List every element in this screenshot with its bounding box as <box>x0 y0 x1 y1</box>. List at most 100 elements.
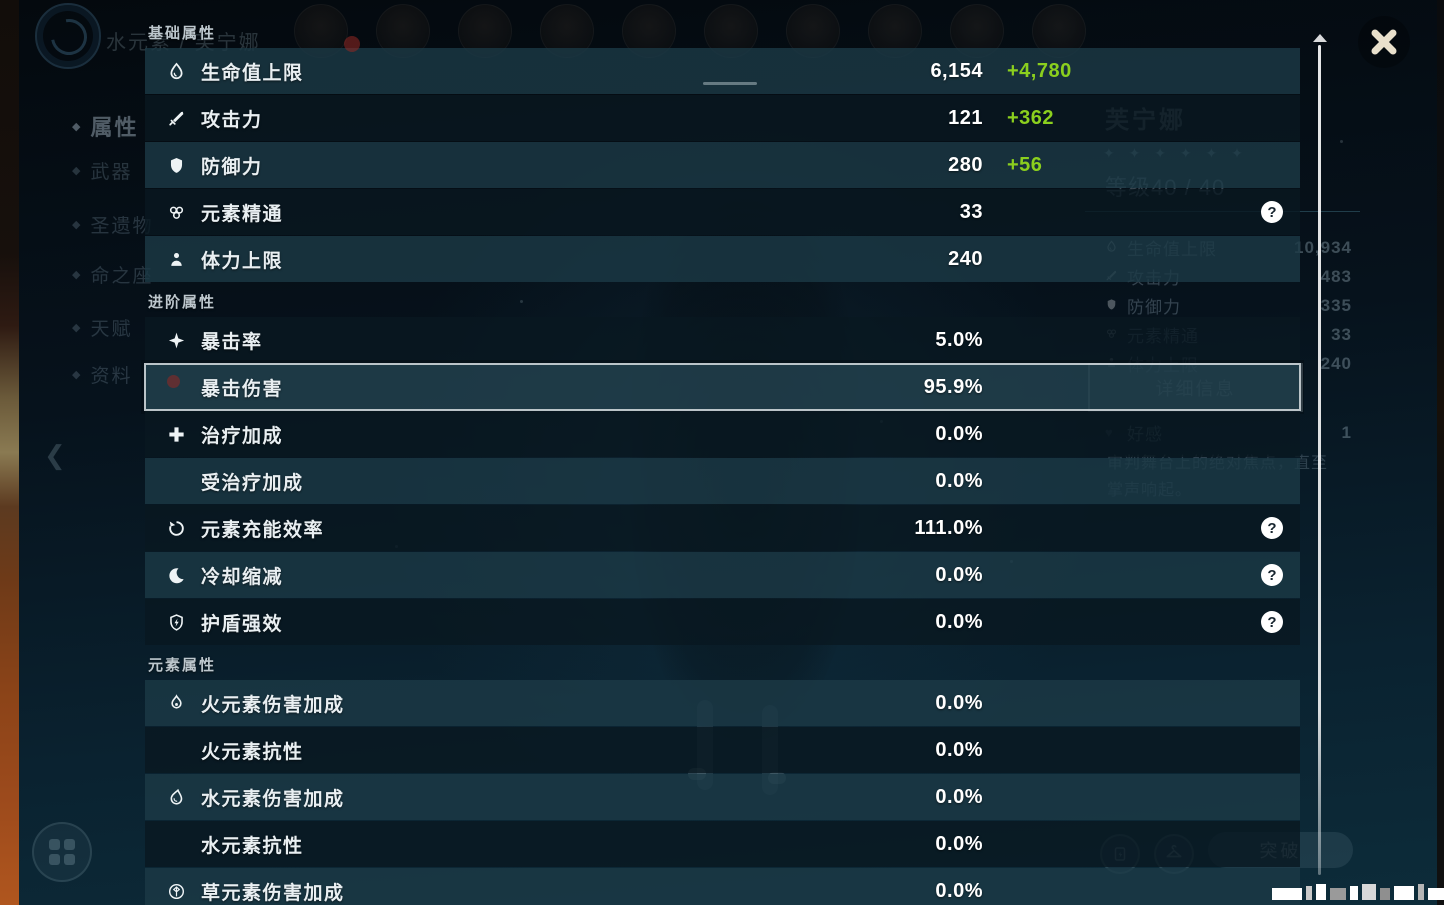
stat-label: 防御力 <box>201 156 263 178</box>
profile-notification-badge <box>167 375 180 388</box>
hydro-icon <box>167 788 201 807</box>
stat-row[interactable]: 水元素抗性 0.0% <box>145 821 1300 867</box>
help-icon[interactable]: ? <box>1261 611 1283 633</box>
stat-bonus: +56 <box>1007 153 1043 176</box>
close-icon <box>1371 29 1397 55</box>
sidebar-item-attributes: ◆ 属性 <box>72 110 138 142</box>
section-header: 进阶属性 <box>148 294 217 311</box>
stat-value: 0.0% <box>935 610 983 633</box>
diamond-bullet-icon: ◆ <box>72 165 83 177</box>
stat-label: 草元素伤害加成 <box>201 882 345 904</box>
stat-value: 0.0% <box>935 422 983 445</box>
help-icon[interactable]: ? <box>1261 564 1283 586</box>
help-icon[interactable]: ? <box>1261 517 1283 539</box>
stat-row-extra <box>983 680 1300 726</box>
elemental-mastery-icon <box>167 203 201 222</box>
stat-row-extra: ? <box>983 552 1300 598</box>
summary-stat-value: 240 <box>1320 353 1352 373</box>
sidebar-item-label: 圣遗物 <box>90 216 154 237</box>
close-button[interactable] <box>1358 16 1410 68</box>
stat-row[interactable]: 水元素伤害加成 0.0% <box>145 774 1300 820</box>
stat-label: 暴击率 <box>201 331 263 353</box>
stat-row-extra <box>983 236 1300 282</box>
section-header: 基础属性 <box>148 25 217 42</box>
current-avatar-indicator <box>703 82 757 85</box>
stat-row[interactable]: 护盾强效 0.0%? <box>145 599 1300 645</box>
stat-row-extra <box>983 727 1300 773</box>
stat-row[interactable]: 防御力 280 +56 <box>145 142 1300 188</box>
sidebar-item-weapon: ◆ 武器 <box>72 157 132 184</box>
diamond-bullet-icon: ◆ <box>72 120 83 133</box>
desktop-edge-strip-left <box>0 0 19 905</box>
censor-block <box>1330 888 1346 900</box>
stat-bonus: +4,780 <box>1007 59 1072 82</box>
sidebar-item-label: 命之座 <box>90 266 154 287</box>
healing-icon <box>167 425 201 444</box>
friendship-value: 1 <box>1341 422 1352 442</box>
stat-row[interactable]: 火元素抗性 0.0% <box>145 727 1300 773</box>
sidebar-item-label: 资料 <box>90 366 133 387</box>
stat-row[interactable]: 攻击力 121 +362 <box>145 95 1300 141</box>
energy-recharge-icon <box>167 519 201 538</box>
stat-row[interactable]: 暴击率 5.0% <box>145 317 1300 363</box>
diamond-bullet-icon: ◆ <box>72 322 83 334</box>
stat-row-extra <box>983 868 1300 905</box>
stat-value: 0.0% <box>935 563 983 586</box>
censor-block <box>1428 888 1444 900</box>
stat-label: 元素充能效率 <box>201 519 325 541</box>
stat-value: 0.0% <box>935 785 983 808</box>
censor-block <box>1350 886 1358 900</box>
stat-row-extra <box>983 317 1300 363</box>
stat-row[interactable]: 元素精通 33? <box>145 189 1300 235</box>
notification-badge <box>344 36 360 52</box>
sidebar-item-artifacts: ◆ 圣遗物 <box>72 211 153 238</box>
dendro-icon <box>167 882 201 901</box>
stat-label: 暴击伤害 <box>201 378 284 400</box>
sidebar-item-constellation: ◆ 命之座 <box>72 261 153 288</box>
stat-row-extra <box>983 821 1300 867</box>
cooldown-icon <box>167 566 201 585</box>
stat-row-extra <box>983 774 1300 820</box>
help-icon[interactable]: ? <box>1261 201 1283 223</box>
stat-label: 护盾强效 <box>201 613 284 635</box>
stat-row[interactable]: 体力上限 240 <box>145 236 1300 282</box>
sidebar-item-label: 属性 <box>90 115 139 140</box>
stat-row[interactable]: 治疗加成 0.0% <box>145 411 1300 457</box>
stat-value: 280 <box>948 153 983 176</box>
stat-row[interactable]: 冷却缩减 0.0%? <box>145 552 1300 598</box>
atk-icon <box>167 109 201 128</box>
crit-rate-icon <box>167 331 201 350</box>
diamond-bullet-icon: ◆ <box>72 269 83 281</box>
stat-value: 111.0% <box>914 516 983 539</box>
stat-row-extra: +362 <box>983 95 1300 141</box>
stat-label: 治疗加成 <box>201 425 284 447</box>
stat-row[interactable]: 暴击伤害 95.9% <box>144 363 1301 411</box>
stat-label: 火元素伤害加成 <box>201 694 345 716</box>
scrollbar[interactable] <box>1318 45 1321 875</box>
previous-character-arrow-icon: ❮ <box>44 440 66 470</box>
stat-row-extra: ? <box>983 599 1300 645</box>
stat-row[interactable]: 生命值上限 6,154 +4,780 <box>145 48 1300 94</box>
stat-row[interactable]: 草元素伤害加成 0.0% <box>145 868 1300 905</box>
sidebar-item-label: 天赋 <box>90 319 133 340</box>
stat-value: 240 <box>948 247 983 270</box>
stat-label: 水元素抗性 <box>201 835 304 857</box>
stat-row[interactable]: 受治疗加成 0.0% <box>145 458 1300 504</box>
hydro-element-emblem <box>35 3 101 69</box>
stat-row-extra <box>983 411 1300 457</box>
stat-row[interactable]: 元素充能效率 111.0%? <box>145 505 1300 551</box>
stat-label: 冷却缩减 <box>201 566 284 588</box>
censor-block <box>1272 888 1302 900</box>
stat-row-extra: ? <box>983 189 1300 235</box>
censor-block <box>1394 886 1414 900</box>
scroll-up-arrow-icon[interactable] <box>1313 34 1327 42</box>
stat-row-extra: +4,780 <box>983 48 1300 94</box>
sidebar-item-label: 武器 <box>90 162 133 183</box>
stat-row[interactable]: 火元素伤害加成 0.0% <box>145 680 1300 726</box>
stat-row-extra: +56 <box>983 142 1300 188</box>
stat-label: 元素精通 <box>201 203 284 225</box>
grid-icon <box>49 839 75 865</box>
stat-value: 33 <box>959 200 983 223</box>
stat-value: 0.0% <box>935 691 983 714</box>
censor-block <box>1362 884 1376 900</box>
